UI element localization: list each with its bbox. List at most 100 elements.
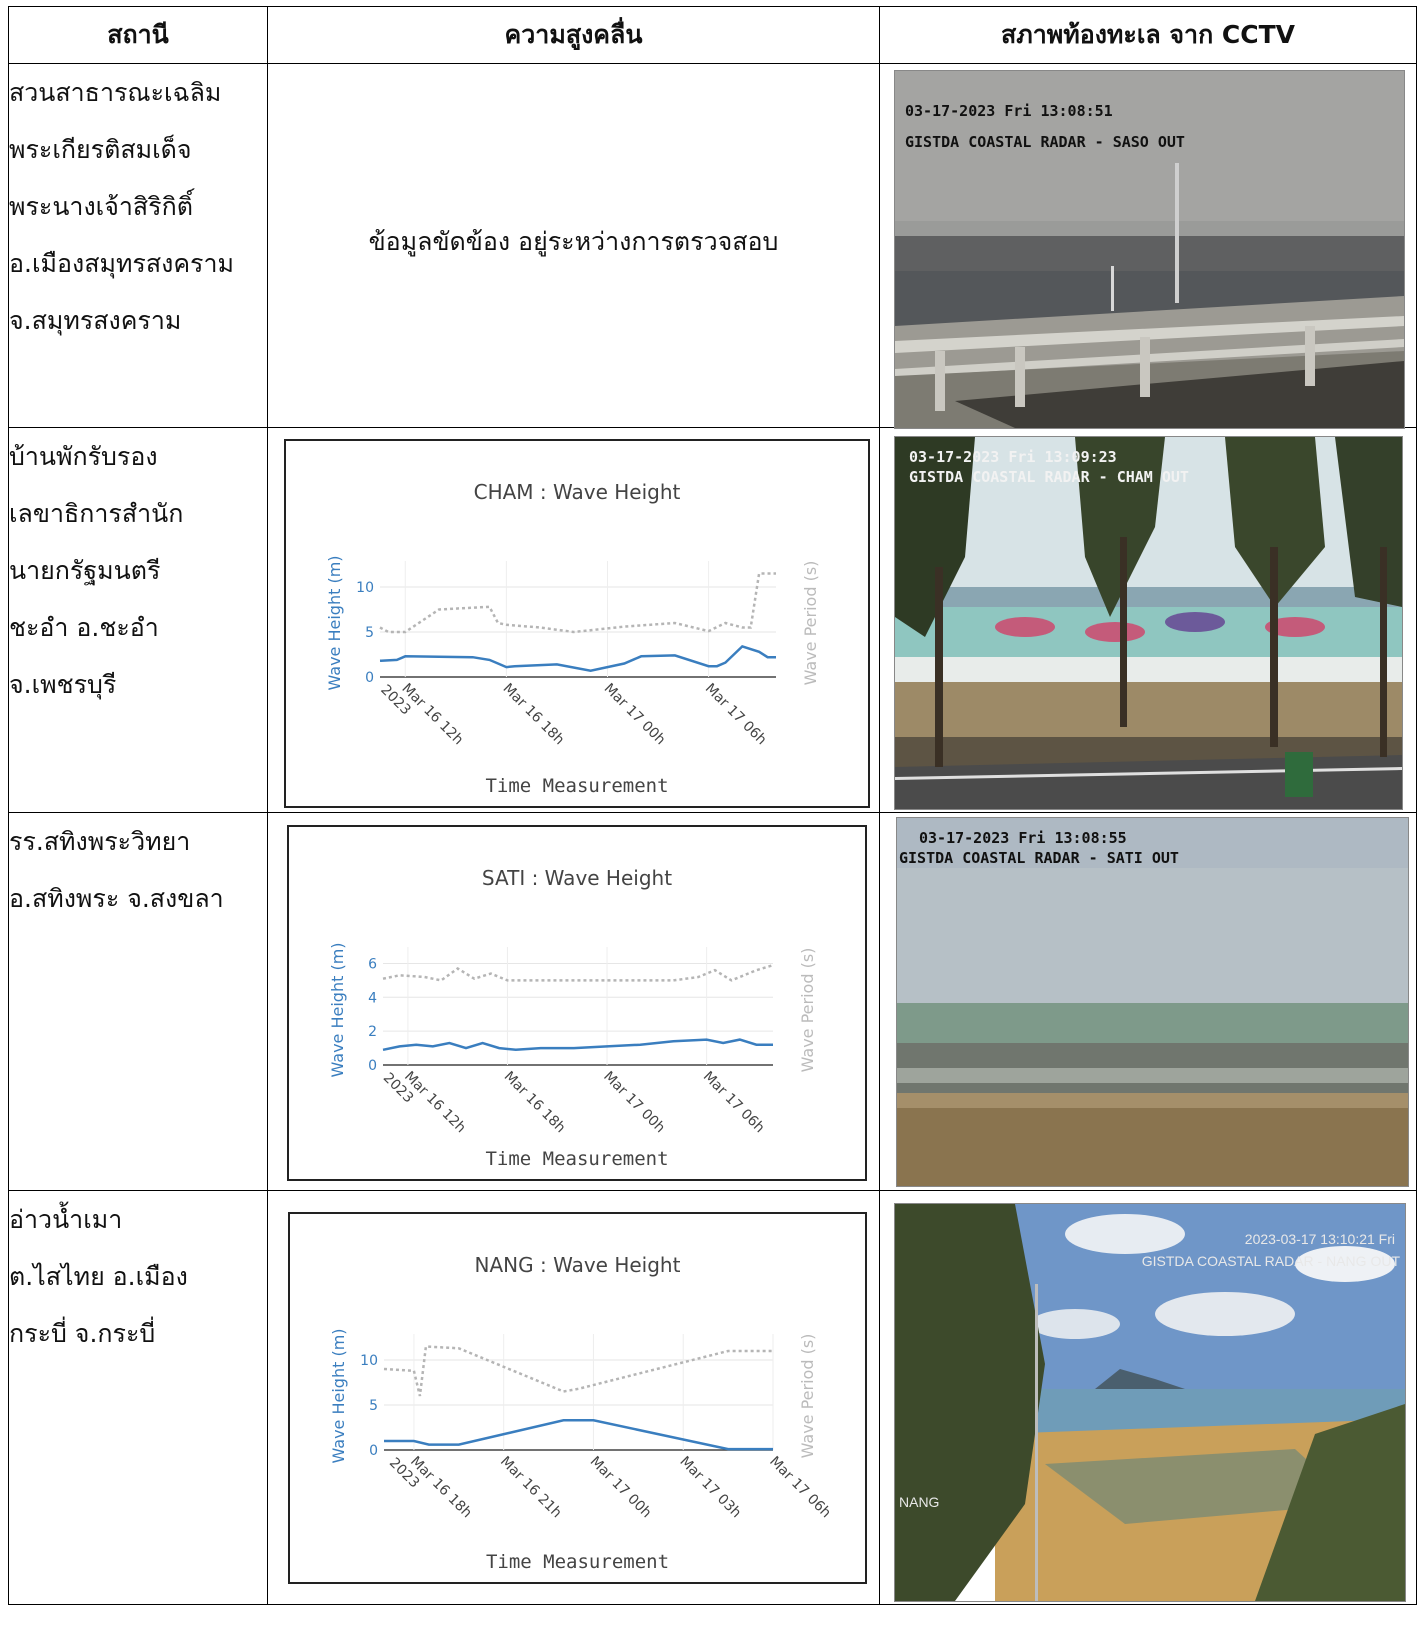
table-row-nang: อ่าวน้ำเมา ต.ไสไทย อ.เมือง กระบี่ จ.กระบ… bbox=[8, 1190, 1417, 1605]
cctv-image-cham: 03-17-2023 Fri 13:09:23 GISTDA COASTAL R… bbox=[894, 436, 1403, 810]
series-wave-period bbox=[383, 1345, 773, 1397]
y-axis-title: Wave Height (m) bbox=[325, 555, 344, 690]
y-tick-label: 0 bbox=[368, 1058, 377, 1074]
x-tick-label: Mar 17 00h bbox=[587, 1454, 655, 1522]
svg-text:Mar 16 12h: Mar 16 12h bbox=[401, 1069, 469, 1137]
y-tick-label: 5 bbox=[369, 1398, 378, 1414]
cctv-image-saso: 03-17-2023 Fri 13:08:51 GISTDA COASTAL R… bbox=[894, 70, 1405, 429]
station-line: พระนางเจ้าสิริกิติ์ bbox=[9, 192, 193, 221]
chart-title: SATI : Wave Height bbox=[482, 866, 672, 890]
station-line: รร.สทิงพระวิทยา bbox=[9, 827, 191, 856]
station-line: อ่าวน้ำเมา bbox=[9, 1205, 123, 1234]
series-wave-height bbox=[382, 1038, 773, 1052]
svg-text:Mar 17 06h: Mar 17 06h bbox=[766, 1454, 834, 1522]
x-tick-label: Mar 17 06h bbox=[702, 681, 770, 749]
chart-title: CHAM : Wave Height bbox=[474, 480, 681, 504]
x-axis-title: Time Measurement bbox=[485, 1148, 668, 1170]
cctv-cell-sati: 03-17-2023 Fri 13:08:55 GISTDA COASTAL R… bbox=[879, 812, 1417, 1191]
station-line: ชะอำ อ.ชะอำ bbox=[9, 613, 159, 642]
station-cell-saso: สวนสาธารณะเฉลิม พระเกียรติสมเด็จ พระนางเ… bbox=[8, 63, 268, 428]
y-tick-label: 5 bbox=[365, 625, 374, 641]
cctv-cell-cham: 03-17-2023 Fri 13:09:23 GISTDA COASTAL R… bbox=[879, 427, 1417, 813]
svg-text:Mar 17 06h: Mar 17 06h bbox=[700, 1069, 768, 1137]
svg-text:Mar 17 00h: Mar 17 00h bbox=[587, 1454, 655, 1522]
series-wave-height bbox=[384, 1419, 773, 1451]
header-row: สถานี ความสูงคลื่น สภาพท้องทะเล จาก CCTV bbox=[8, 6, 1417, 64]
chart-cell-nang: NANG : Wave Height 0 5 10 Mar 16 18h 2023 Mar … bbox=[267, 1190, 880, 1605]
header-cctv: สภาพท้องทะเล จาก CCTV bbox=[879, 6, 1417, 64]
y2-axis-title: Wave Period (s) bbox=[801, 561, 820, 686]
cctv-image-nang: 2023-03-17 13:10:21 Fri GISTDA COASTAL R… bbox=[894, 1203, 1406, 1602]
cctv-timestamp: 03-17-2023 Fri 13:08:51 bbox=[905, 102, 1113, 120]
station-line: อ.สทิงพระ จ.สงขลา bbox=[9, 884, 224, 913]
x-tick-label: Mar 17 00h bbox=[601, 681, 669, 749]
y-tick-label: 10 bbox=[356, 580, 374, 596]
station-line: พระเกียรติสมเด็จ bbox=[9, 135, 192, 164]
station-line: ต.ไสไทย อ.เมือง bbox=[9, 1262, 188, 1291]
cctv-cell-saso: 03-17-2023 Fri 13:08:51 GISTDA COASTAL R… bbox=[879, 63, 1417, 429]
table-row-saso: สวนสาธารณะเฉลิม พระเกียรติสมเด็จ พระนางเ… bbox=[8, 63, 1417, 429]
wave-chart-nang: NANG : Wave Height 0 5 10 Mar 16 18h 2023 Mar … bbox=[288, 1212, 867, 1584]
y2-axis-title: Wave Period (s) bbox=[798, 948, 817, 1073]
x-axis-title: Time Measurement bbox=[486, 1551, 669, 1573]
station-line: จ.สมุทรสงคราม bbox=[9, 306, 182, 335]
station-line: อ.เมืองสมุทรสงคราม bbox=[9, 249, 234, 278]
cctv-caption: GISTDA COASTAL RADAR - SATI OUT bbox=[899, 849, 1179, 867]
svg-text:Mar 17 00h: Mar 17 00h bbox=[600, 1069, 668, 1137]
x-tick-label: Mar 16 18h bbox=[500, 681, 568, 749]
table-row-sati: รร.สทิงพระวิทยา อ.สทิงพระ จ.สงขลา SATI :… bbox=[8, 812, 1417, 1191]
cctv-image-sati: 03-17-2023 Fri 13:08:55 GISTDA COASTAL R… bbox=[896, 817, 1409, 1187]
cctv-timestamp: 03-17-2023 Fri 13:09:23 bbox=[909, 448, 1117, 466]
station-line: กระบี่ จ.กระบี่ bbox=[9, 1319, 156, 1348]
cctv-caption: GISTDA COASTAL RADAR - SASO OUT bbox=[905, 133, 1185, 151]
station-table: สถานี ความสูงคลื่น สภาพท้องทะเล จาก CCTV… bbox=[8, 6, 1417, 1605]
cctv-station-label: NANG bbox=[899, 1494, 939, 1510]
header-station: สถานี bbox=[8, 6, 268, 64]
svg-text:Mar 16 18h: Mar 16 18h bbox=[501, 1069, 569, 1137]
station-line: บ้านพักรับรอง bbox=[9, 442, 158, 471]
svg-text:Mar 16 21h: Mar 16 21h bbox=[497, 1454, 565, 1522]
svg-text:Mar 17 06h: Mar 17 06h bbox=[702, 681, 770, 749]
table-row-cham: บ้านพักรับรอง เลขาธิการสำนัก นายกรัฐมนตร… bbox=[8, 427, 1417, 813]
series-wave-height bbox=[379, 644, 776, 672]
station-cell-sati: รร.สทิงพระวิทยา อ.สทิงพระ จ.สงขลา bbox=[8, 812, 268, 1191]
svg-text:Mar 17 03h: Mar 17 03h bbox=[676, 1454, 744, 1522]
chart-cell-cham: CHAM : Wave Height 0 5 10 Mar 16 12h 2023 Mar … bbox=[267, 427, 880, 813]
cctv-timestamp: 03-17-2023 Fri 13:08:55 bbox=[919, 829, 1127, 847]
header-wave-height: ความสูงคลื่น bbox=[267, 6, 880, 64]
series-wave-period bbox=[382, 964, 774, 982]
station-line: นายกรัฐมนตรี bbox=[9, 556, 161, 585]
station-cell-cham: บ้านพักรับรอง เลขาธิการสำนัก นายกรัฐมนตร… bbox=[8, 427, 268, 813]
svg-text:Mar 16 12h: Mar 16 12h bbox=[398, 681, 466, 749]
cctv-timestamp: 2023-03-17 13:10:21 Fri bbox=[1245, 1231, 1395, 1247]
station-line: สวนสาธารณะเฉลิม bbox=[9, 78, 222, 107]
x-axis-title: Time Measurement bbox=[485, 775, 668, 797]
cctv-cell-nang: 2023-03-17 13:10:21 Fri GISTDA COASTAL R… bbox=[879, 1190, 1417, 1605]
station-line: เลขาธิการสำนัก bbox=[9, 499, 184, 528]
cctv-caption: GISTDA COASTAL RADAR - CHAM OUT bbox=[909, 468, 1189, 486]
y-tick-label: 6 bbox=[368, 956, 377, 972]
wave-chart-cham: CHAM : Wave Height 0 5 10 Mar 16 12h 2023 Mar … bbox=[284, 439, 870, 808]
x-tick-label: Mar 17 06h bbox=[766, 1454, 834, 1522]
y-tick-label: 2 bbox=[368, 1024, 377, 1040]
cctv-caption: GISTDA COASTAL RADAR - NANG OUT bbox=[1142, 1253, 1401, 1269]
x-tick-label: Mar 17 00h bbox=[600, 1069, 668, 1137]
chart-title: NANG : Wave Height bbox=[475, 1253, 681, 1277]
svg-text:Mar 16 18h: Mar 16 18h bbox=[500, 681, 568, 749]
y-tick-label: 4 bbox=[368, 990, 377, 1006]
x-tick-label: Mar 16 18h bbox=[501, 1069, 569, 1137]
series-wave-period bbox=[379, 572, 776, 634]
x-tick-label: Mar 17 06h bbox=[700, 1069, 768, 1137]
y-tick-label: 0 bbox=[365, 670, 374, 686]
svg-text:Mar 16 18h: Mar 16 18h bbox=[407, 1454, 475, 1522]
y-axis-title: Wave Height (m) bbox=[329, 1328, 348, 1463]
y-axis-title: Wave Height (m) bbox=[328, 942, 347, 1077]
y-tick-label: 0 bbox=[369, 1443, 378, 1459]
station-line: จ.เพชรบุรี bbox=[9, 670, 117, 699]
